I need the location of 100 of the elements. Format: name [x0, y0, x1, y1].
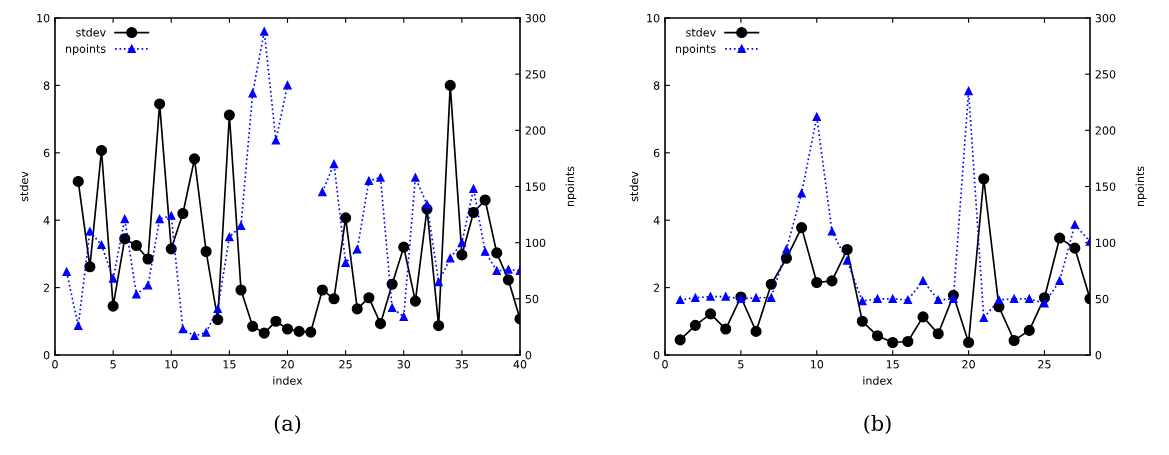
point [467, 206, 480, 219]
y2-tick-label: 100 [1096, 238, 1116, 248]
point [411, 173, 420, 182]
y2-tick-label: 300 [1095, 13, 1116, 23]
point [85, 227, 95, 236]
legend-label: stdev [686, 28, 716, 37]
point [340, 212, 352, 224]
point [374, 318, 387, 330]
point [917, 311, 929, 323]
y2-tick-label: 50 [1095, 294, 1109, 304]
point [842, 256, 852, 265]
point [456, 249, 468, 261]
point [1025, 294, 1034, 304]
point [155, 214, 164, 224]
point [934, 295, 943, 305]
legend-label: npoints [676, 44, 716, 56]
y-tick-label: 0 [653, 350, 660, 360]
point [858, 296, 867, 306]
point [190, 331, 199, 341]
point [260, 27, 269, 36]
point [236, 221, 246, 230]
y2-tick-label: 250 [1095, 70, 1116, 79]
point [812, 112, 821, 122]
point [341, 258, 350, 268]
point [143, 281, 153, 290]
point [491, 247, 503, 259]
point [706, 292, 715, 301]
point [918, 276, 928, 286]
x-tick-label: 5 [110, 360, 116, 369]
point [167, 211, 176, 220]
point [444, 79, 456, 91]
y-tick-label: 6 [653, 148, 660, 158]
point [72, 175, 84, 188]
text: (a) [274, 414, 301, 434]
y2-tick-label: 300 [525, 13, 546, 23]
point [1009, 294, 1019, 304]
point [979, 313, 988, 323]
point [399, 312, 408, 321]
y2-tick-label: 200 [525, 126, 546, 135]
point [873, 294, 882, 304]
point [963, 336, 975, 349]
point [1023, 324, 1035, 336]
x-tick-label: 30 [397, 360, 411, 369]
point [177, 207, 189, 220]
point [387, 303, 397, 312]
point [364, 176, 374, 186]
y2-tick-label: 200 [1095, 126, 1116, 135]
y2-tick-label: 150 [526, 182, 546, 191]
y2-tick-label: 0 [1095, 350, 1102, 360]
y-tick-label: 0 [43, 350, 50, 360]
x-tick-label: 20 [281, 360, 294, 369]
y2-tick-label: 150 [1096, 182, 1116, 191]
point [994, 295, 1004, 305]
y-tick-label: 6 [43, 148, 50, 158]
point [188, 153, 201, 165]
point [433, 320, 445, 332]
point [293, 325, 305, 337]
point [767, 293, 776, 302]
y2-tick-label: 250 [525, 70, 546, 79]
point [353, 245, 362, 254]
point [154, 98, 166, 110]
point [97, 240, 106, 250]
y2-tick-label: 50 [525, 294, 539, 304]
point [107, 300, 119, 312]
x-tick-label: 20 [962, 360, 975, 369]
point [235, 284, 247, 296]
point [932, 328, 944, 340]
point [903, 295, 913, 305]
point [704, 308, 717, 320]
point [797, 189, 806, 198]
x-axis-title: index [273, 376, 303, 385]
point [827, 227, 837, 236]
point [376, 173, 385, 182]
point [318, 187, 327, 197]
x-tick-label: 15 [886, 360, 899, 369]
point [691, 293, 700, 302]
x-tick-label: 25 [339, 360, 352, 369]
point [1054, 232, 1066, 244]
point [1055, 276, 1064, 286]
point [1008, 334, 1020, 347]
point [888, 294, 897, 304]
y-axis-title: stdev [19, 171, 29, 202]
y2-tick-label: 100 [526, 238, 546, 248]
point [84, 261, 96, 273]
x-tick-label: 25 [1038, 360, 1051, 369]
x-tick-label: 40 [513, 360, 527, 369]
point [751, 293, 761, 302]
point [329, 159, 339, 169]
point [1070, 220, 1079, 229]
point [434, 277, 443, 287]
point [765, 278, 777, 290]
point [213, 304, 222, 314]
point [409, 295, 421, 307]
point [200, 245, 212, 258]
point [826, 275, 838, 287]
x-tick-label: 35 [455, 360, 468, 369]
point [271, 136, 281, 145]
y-tick-label: 4 [43, 216, 50, 225]
x-tick-label: 15 [223, 360, 236, 369]
point [492, 266, 501, 275]
